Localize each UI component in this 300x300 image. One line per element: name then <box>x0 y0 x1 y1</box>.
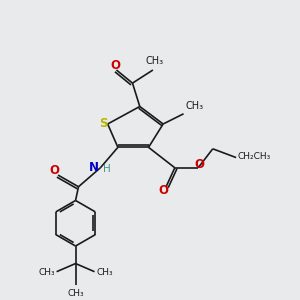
Text: CH₃: CH₃ <box>38 268 55 278</box>
Text: H: H <box>103 164 111 174</box>
Text: S: S <box>99 118 107 130</box>
Text: CH₃: CH₃ <box>67 289 84 298</box>
Text: O: O <box>195 158 205 171</box>
Text: N: N <box>89 161 99 174</box>
Text: CH₃: CH₃ <box>186 101 204 111</box>
Text: CH₂CH₃: CH₂CH₃ <box>238 152 271 161</box>
Text: O: O <box>50 164 59 177</box>
Text: CH₃: CH₃ <box>145 56 164 66</box>
Text: O: O <box>110 59 120 72</box>
Text: CH₃: CH₃ <box>96 268 113 278</box>
Text: O: O <box>159 184 169 197</box>
